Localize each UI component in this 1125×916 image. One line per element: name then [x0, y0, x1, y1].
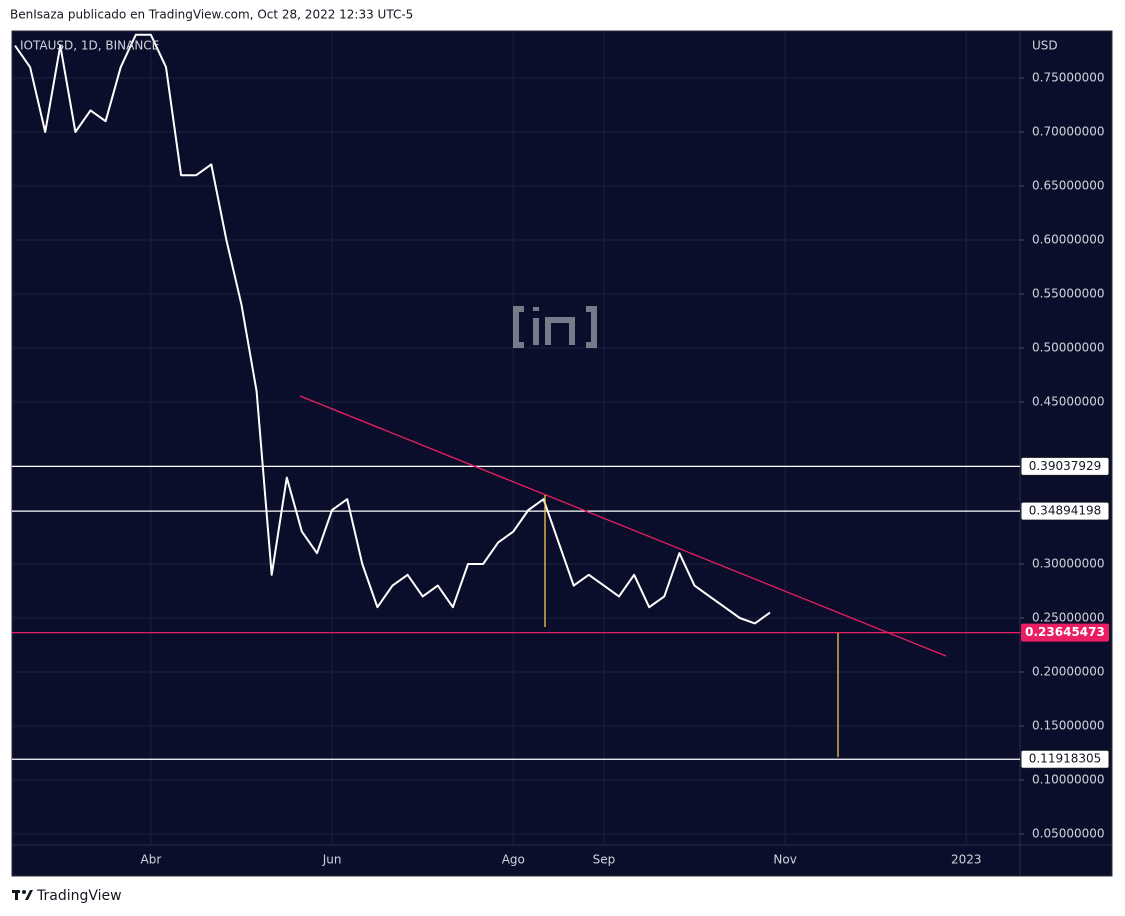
footer-logo: [12, 890, 33, 900]
y-tick-label: 0.55000000: [1032, 286, 1105, 300]
level-label-box: [1020, 456, 1110, 476]
x-tick-label: Ago: [502, 853, 525, 867]
y-tick-label: 0.15000000: [1032, 718, 1105, 732]
y-tick-label: 0.75000000: [1032, 71, 1105, 85]
y-tick-label: 0.05000000: [1032, 826, 1105, 840]
level-label-box: [1021, 623, 1109, 642]
level-label: 0.34894198: [1029, 504, 1102, 518]
y-tick-label: 0.50000000: [1032, 340, 1105, 354]
y-tick-label: 0.20000000: [1032, 664, 1105, 678]
y-tick-label: 0.60000000: [1032, 232, 1105, 246]
level-label-box: [1020, 501, 1110, 521]
grid: [12, 31, 1024, 845]
symbol-label: IOTAUSD, 1D, BINANCE: [20, 39, 159, 53]
marks: [12, 33, 1020, 760]
level-label: 0.23645473: [1025, 625, 1105, 639]
y-tick-label: 0.45000000: [1032, 394, 1105, 408]
y-tick-label: 0.30000000: [1032, 556, 1105, 570]
trend-line: [299, 395, 947, 657]
price-line: [14, 33, 771, 625]
x-tick-label: 2023: [951, 853, 982, 867]
y-tick-label: 0.10000000: [1032, 772, 1105, 786]
watermark-logo: [513, 306, 597, 348]
plot-background: [11, 30, 1113, 877]
level-label-box: [1020, 749, 1110, 769]
footer-text: TradingView: [36, 888, 122, 904]
y-tick-label: 0.70000000: [1032, 125, 1105, 139]
axis-unit: USD: [1032, 39, 1058, 53]
header: BenIsaza publicado en TradingView.com, O…: [10, 8, 413, 22]
x-tick-label: Jun: [322, 853, 342, 867]
x-tick-label: Nov: [773, 853, 796, 867]
level-label: 0.11918305: [1029, 752, 1102, 766]
x-tick-label: Sep: [593, 853, 616, 867]
y-tick-label: 0.65000000: [1032, 178, 1105, 192]
x-tick-label: Abr: [141, 853, 162, 867]
level-label: 0.39037929: [1029, 459, 1102, 473]
y-tick-label: 0.25000000: [1032, 610, 1105, 624]
